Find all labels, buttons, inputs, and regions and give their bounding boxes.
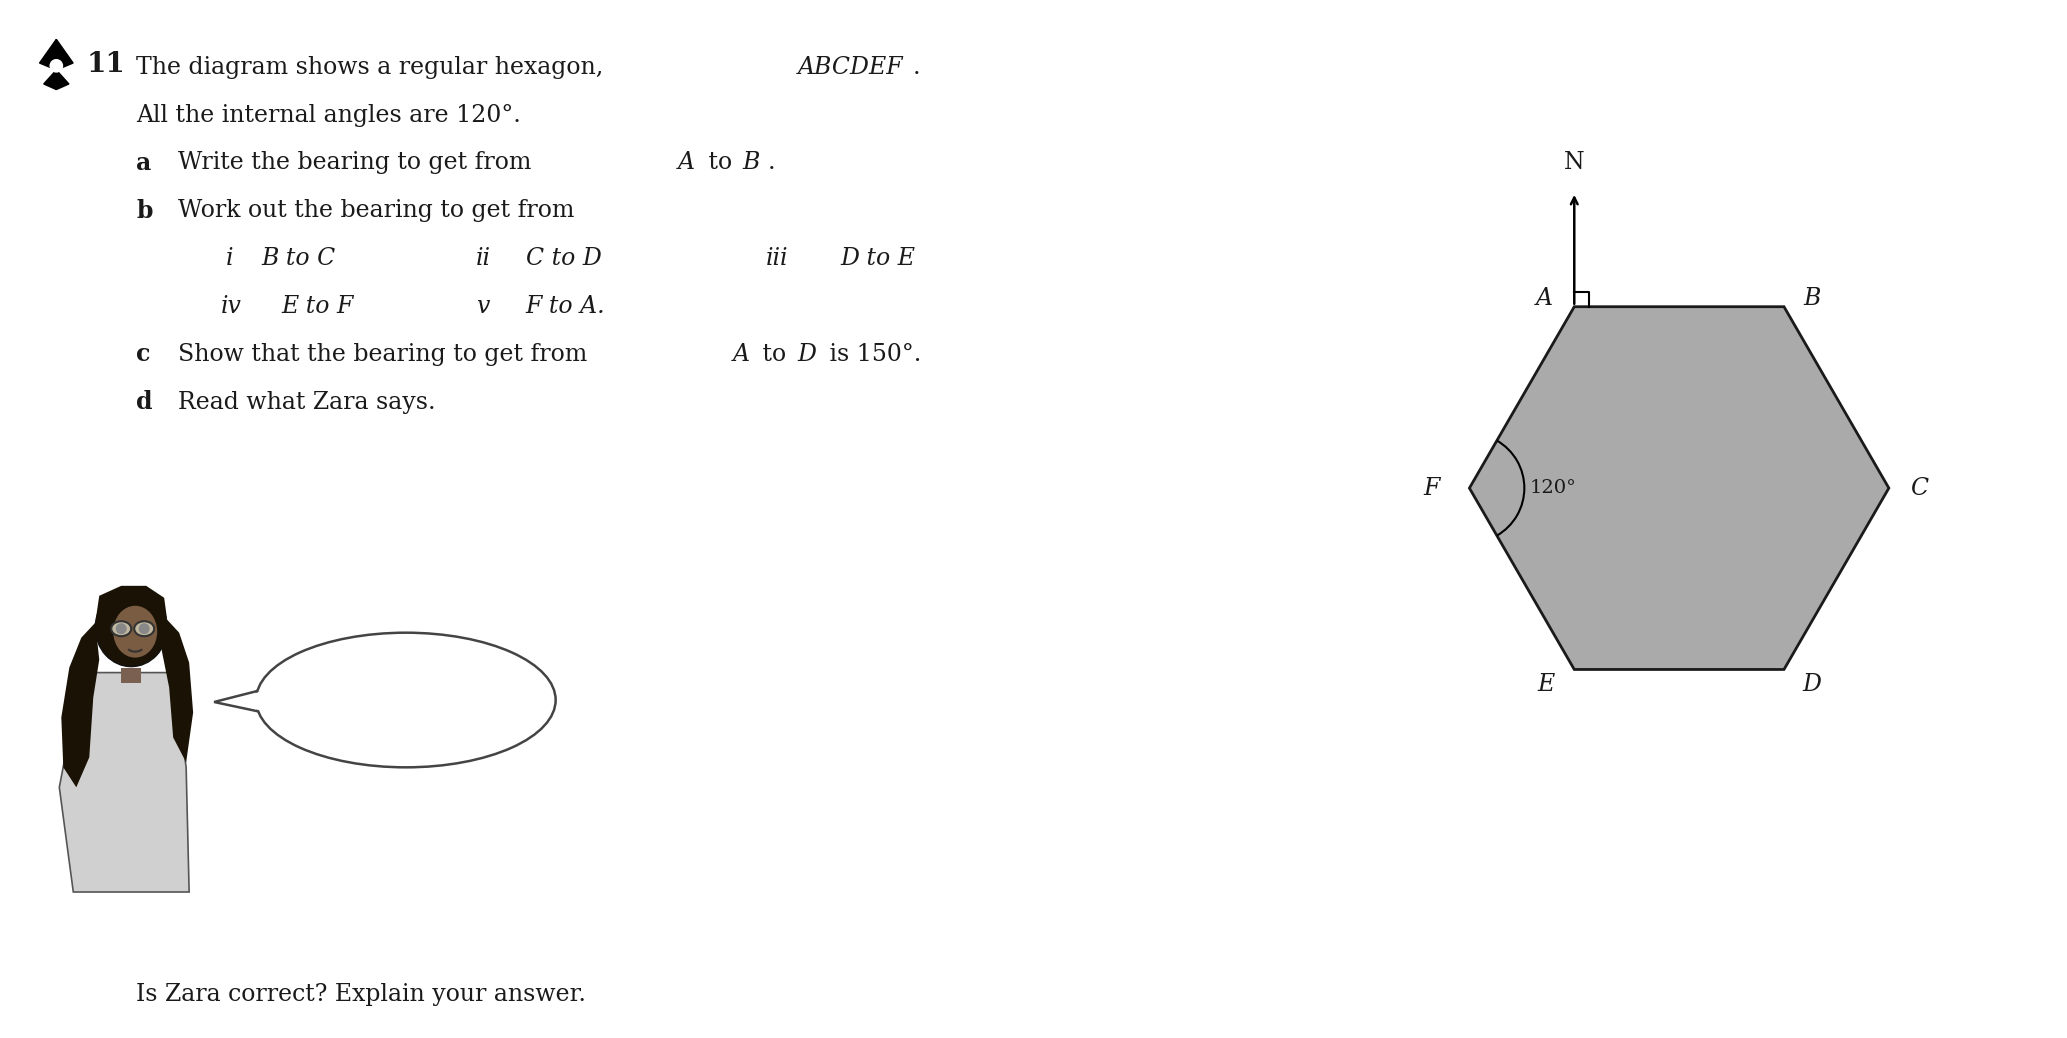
Text: Write the bearing to get from: Write the bearing to get from (178, 152, 539, 174)
Text: E to F: E to F (281, 295, 353, 318)
Text: iii: iii (765, 247, 788, 270)
Polygon shape (62, 623, 99, 787)
Polygon shape (43, 70, 56, 89)
Text: ABCDEF: ABCDEF (798, 56, 903, 79)
Text: C: C (1910, 476, 1929, 499)
Text: .: . (767, 152, 775, 174)
Text: d: d (136, 390, 153, 414)
Ellipse shape (134, 621, 155, 636)
Text: to: to (754, 343, 794, 366)
Polygon shape (95, 585, 167, 623)
Text: i: i (225, 247, 234, 270)
Ellipse shape (112, 621, 130, 636)
Text: A: A (1536, 288, 1552, 310)
Text: D: D (798, 343, 816, 366)
Text: A: A (732, 343, 750, 366)
Ellipse shape (256, 633, 556, 767)
Text: The diagram shows a regular hexagon,: The diagram shows a regular hexagon, (136, 56, 612, 79)
Polygon shape (60, 673, 190, 892)
Text: Show that the bearing to get from: Show that the bearing to get from (178, 343, 595, 366)
Ellipse shape (114, 606, 157, 658)
Circle shape (116, 623, 126, 634)
Text: Work out the bearing to get from: Work out the bearing to get from (178, 199, 575, 222)
Text: v: v (475, 295, 490, 318)
Polygon shape (227, 691, 263, 711)
Text: to: to (701, 152, 740, 174)
Bar (122, 667, 141, 683)
Text: D: D (1802, 673, 1821, 695)
Text: Is Zara correct? Explain your answer.: Is Zara correct? Explain your answer. (136, 983, 587, 1006)
Polygon shape (215, 690, 260, 712)
Text: b: b (136, 199, 153, 223)
Polygon shape (159, 609, 192, 762)
Text: A: A (678, 152, 695, 174)
Text: I think the bearing of: I think the bearing of (285, 671, 525, 693)
Text: C to D: C to D (525, 247, 601, 270)
Circle shape (50, 59, 62, 72)
Text: D to E: D to E (841, 247, 916, 270)
Text: c: c (136, 343, 151, 366)
Text: All the internal angles are 120°.: All the internal angles are 120°. (136, 104, 521, 127)
Text: .: . (914, 56, 920, 79)
Text: a: a (136, 151, 151, 175)
Text: ii: ii (475, 247, 490, 270)
Text: E: E (1538, 673, 1554, 695)
Text: 120°: 120° (1530, 480, 1577, 497)
Text: B to C: B to C (260, 247, 335, 270)
Text: B: B (742, 152, 761, 174)
Circle shape (138, 623, 149, 634)
Text: is 150°.: is 150°. (823, 343, 922, 366)
Polygon shape (1470, 306, 1889, 670)
Text: iv: iv (221, 295, 242, 318)
Text: N: N (1565, 152, 1585, 174)
Polygon shape (56, 39, 72, 70)
Polygon shape (39, 39, 56, 70)
Text: F to A.: F to A. (525, 295, 606, 318)
Text: F: F (1424, 476, 1439, 499)
Text: B from E is 030°.: B from E is 030°. (308, 709, 502, 731)
Text: Read what Zara says.: Read what Zara says. (178, 391, 436, 414)
Ellipse shape (95, 589, 167, 666)
Polygon shape (56, 70, 68, 89)
Text: 11: 11 (87, 51, 124, 78)
Text: B: B (1802, 288, 1821, 310)
